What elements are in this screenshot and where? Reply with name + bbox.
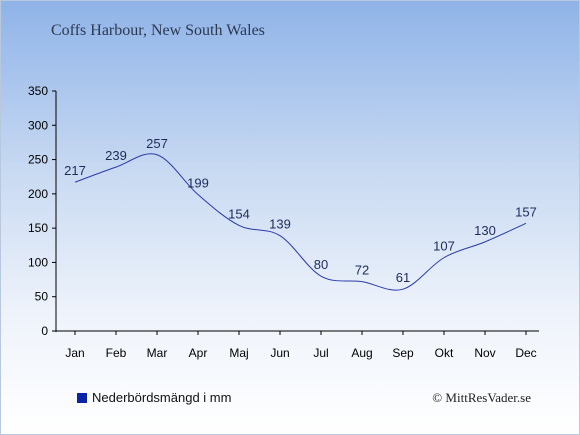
y-tick-label: 0 [41,324,48,338]
copyright-credit: © MittResVader.se [432,390,531,405]
chart-title: Coffs Harbour, New South Wales [51,22,265,39]
data-label: 154 [228,206,250,221]
x-tick-label: Feb [106,346,127,360]
y-tick-label: 50 [35,290,49,304]
x-tick-label: Sep [392,346,414,360]
x-tick-label: Apr [189,346,208,360]
legend-label: Nederbördsmängd i mm [92,390,232,405]
x-tick-label: Aug [351,346,372,360]
series-line [74,153,527,291]
data-label: 239 [105,148,127,163]
data-label: 217 [64,163,86,178]
data-label: 61 [396,270,410,285]
data-label: 80 [314,257,328,272]
x-tick-label: Dec [515,346,536,360]
data-label: 72 [355,263,369,278]
data-label: 257 [146,136,168,151]
legend: Nederbördsmängd i mm [77,390,231,405]
y-tick-label: 350 [28,84,48,98]
legend-swatch [77,392,87,403]
y-tick-label: 150 [28,221,48,235]
x-tick-label: Jun [270,346,289,360]
data-label: 139 [269,217,291,232]
y-tick-label: 300 [28,118,48,132]
data-label: 157 [515,204,537,219]
y-tick-label: 250 [28,153,48,167]
x-tick-label: Okt [435,346,454,360]
data-label: 107 [433,239,455,254]
x-tick-label: Maj [229,346,248,360]
x-tick-label: Jul [313,346,328,360]
y-tick-label: 200 [28,187,48,201]
x-tick-label: Jan [65,346,84,360]
x-tick-label: Mar [147,346,168,360]
y-tick-label: 100 [28,255,48,269]
data-label: 199 [187,176,209,191]
data-label: 130 [474,223,496,238]
x-tick-label: Nov [474,346,495,360]
